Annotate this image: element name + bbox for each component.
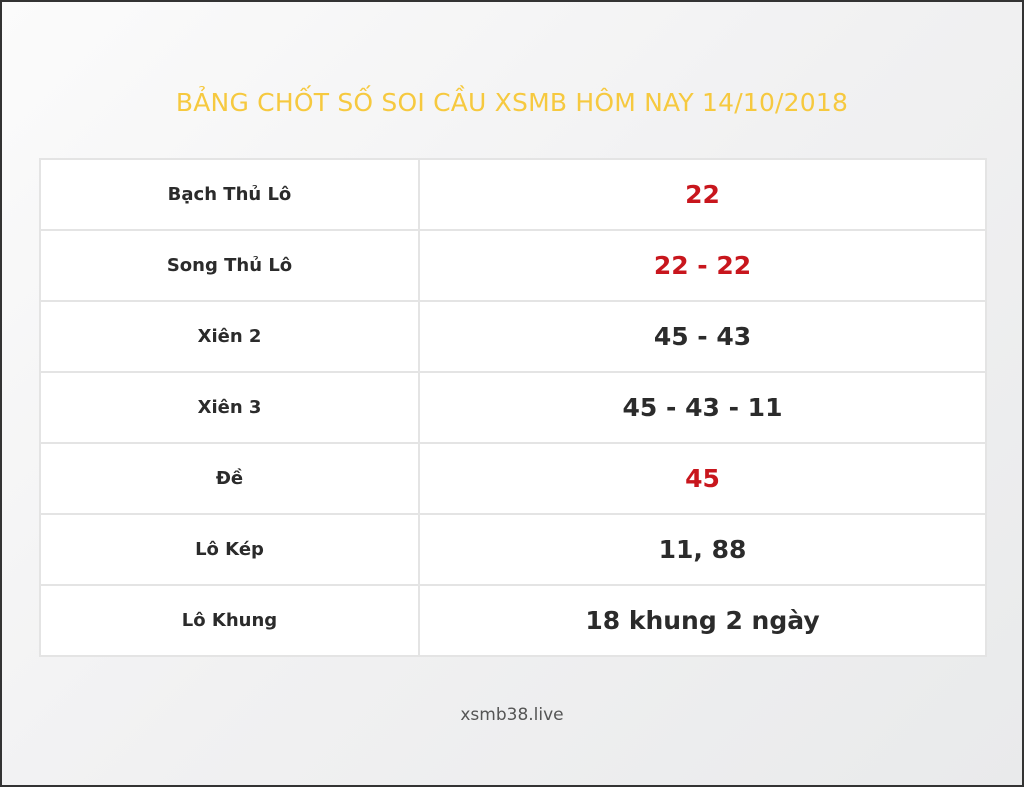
row-label: Đề <box>39 442 420 515</box>
site-watermark: xsmb38.live <box>460 705 564 725</box>
row-label: Xiên 3 <box>39 371 420 444</box>
row-value: 45 - 43 - 11 <box>418 371 987 444</box>
row-label: Lô Khung <box>39 584 420 657</box>
table-row: Đề 45 <box>39 442 987 515</box>
row-value: 22 <box>418 158 987 231</box>
table-row: Bạch Thủ Lô 22 <box>39 158 987 231</box>
row-value: 18 khung 2 ngày <box>418 584 987 657</box>
page-title: BẢNG CHỐT SỐ SOI CẦU XSMB HÔM NAY 14/10/… <box>175 88 849 117</box>
row-label: Bạch Thủ Lô <box>39 158 420 231</box>
table-row: Lô Khung 18 khung 2 ngày <box>39 584 987 657</box>
row-value: 22 - 22 <box>418 229 987 302</box>
row-value: 45 <box>418 442 987 515</box>
table-row: Xiên 3 45 - 43 - 11 <box>39 371 987 444</box>
table-row: Xiên 2 45 - 43 <box>39 300 987 373</box>
row-value: 11, 88 <box>418 513 987 586</box>
table-row: Lô Kép 11, 88 <box>39 513 987 586</box>
row-label: Song Thủ Lô <box>39 229 420 302</box>
row-label: Lô Kép <box>39 513 420 586</box>
prediction-table: Bạch Thủ Lô 22 Song Thủ Lô 22 - 22 Xiên 2 45 … <box>39 158 987 657</box>
table-row: Song Thủ Lô 22 - 22 <box>39 229 987 302</box>
row-label: Xiên 2 <box>39 300 420 373</box>
row-value: 45 - 43 <box>418 300 987 373</box>
